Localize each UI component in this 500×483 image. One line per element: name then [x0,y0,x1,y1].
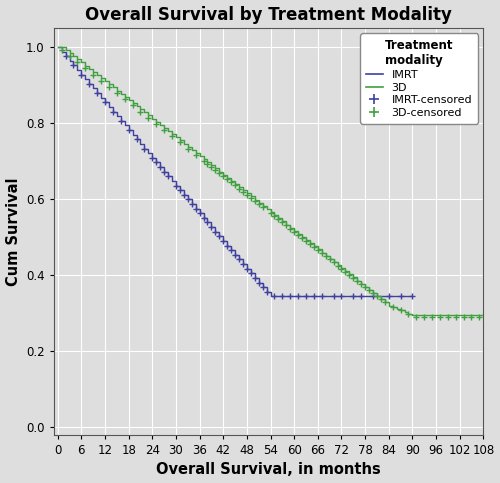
X-axis label: Overall Survival, in months: Overall Survival, in months [156,462,381,477]
Title: Overall Survival by Treatment Modality: Overall Survival by Treatment Modality [85,6,452,24]
Legend: IMRT, 3D, IMRT-censored, 3D-censored: IMRT, 3D, IMRT-censored, 3D-censored [360,33,478,124]
Y-axis label: Cum Survival: Cum Survival [6,177,20,285]
